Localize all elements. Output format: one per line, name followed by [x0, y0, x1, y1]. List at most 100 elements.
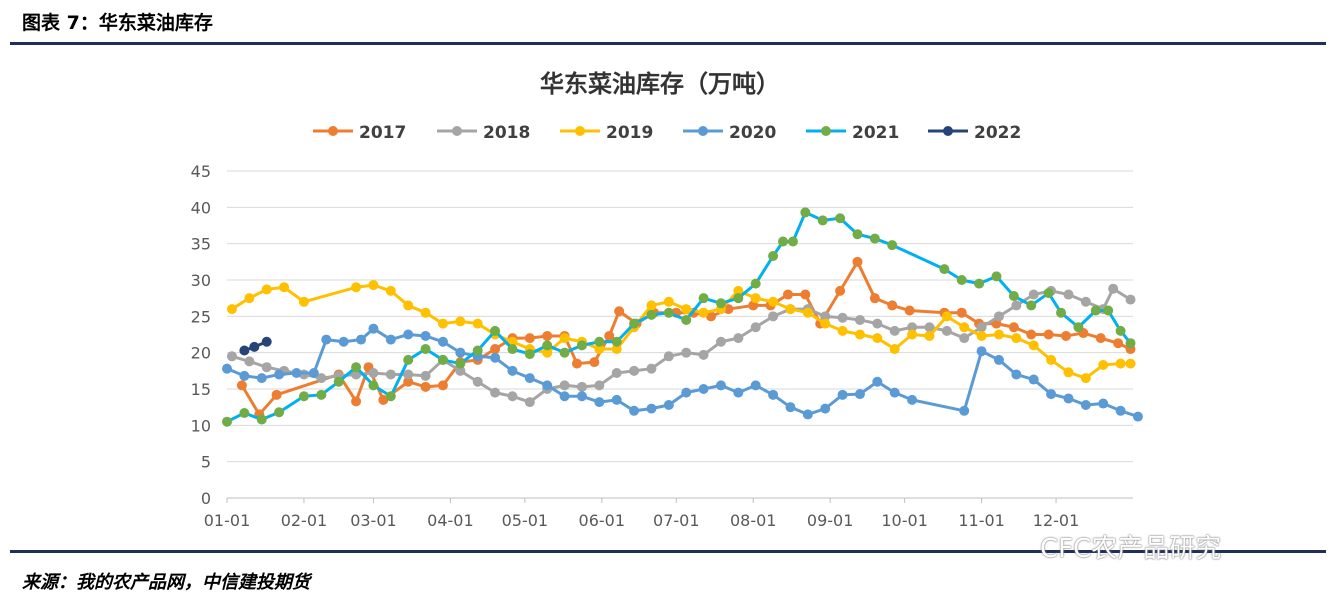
data-point	[351, 362, 362, 373]
data-point	[559, 380, 570, 391]
data-point	[837, 389, 848, 400]
data-point	[559, 333, 570, 344]
data-point	[1103, 305, 1114, 316]
data-point	[420, 344, 431, 355]
data-point	[611, 368, 622, 379]
y-tick-label: 35	[191, 235, 211, 254]
data-point	[1011, 300, 1022, 311]
data-point	[236, 380, 247, 391]
data-point	[559, 391, 570, 402]
data-point	[472, 345, 483, 356]
data-point	[490, 387, 501, 398]
data-point	[1026, 300, 1037, 311]
data-point	[1028, 340, 1039, 351]
data-point	[611, 344, 622, 355]
data-point	[338, 336, 349, 347]
data-point	[681, 314, 692, 325]
data-point	[368, 323, 379, 334]
data-point	[244, 293, 255, 304]
data-point	[403, 354, 414, 365]
legend-item-2022: 2022	[928, 123, 1021, 143]
data-point	[351, 282, 362, 293]
legend-label: 2017	[359, 123, 406, 143]
x-tick-label: 03-01	[350, 511, 397, 530]
x-tick-label: 04-01	[427, 511, 474, 530]
data-point	[681, 387, 692, 398]
data-point	[239, 345, 250, 356]
data-point	[589, 357, 600, 368]
legend-label: 2020	[729, 123, 776, 143]
data-point	[1028, 289, 1039, 300]
data-point	[993, 354, 1004, 365]
series-2022	[239, 336, 272, 356]
data-point	[629, 405, 640, 416]
source-note: 来源：我的农产品网，中信建投期货	[22, 572, 310, 593]
data-point	[1090, 305, 1101, 316]
data-point	[723, 304, 734, 315]
data-point	[956, 275, 967, 285]
data-point	[1063, 393, 1074, 404]
data-point	[837, 325, 848, 336]
data-point	[976, 346, 987, 357]
data-point	[239, 370, 250, 381]
data-point	[274, 369, 285, 380]
y-tick-label: 25	[191, 307, 211, 326]
data-point	[715, 380, 726, 391]
data-point	[604, 330, 615, 341]
data-point	[733, 333, 744, 344]
data-point	[1056, 307, 1067, 318]
data-point	[490, 344, 501, 355]
data-point	[1098, 398, 1109, 409]
data-point	[1125, 294, 1136, 305]
data-point	[1026, 329, 1037, 340]
data-point	[1080, 399, 1091, 410]
data-point	[889, 344, 900, 355]
data-point	[1115, 405, 1126, 416]
data-point	[854, 314, 865, 325]
legend: 2017 2018 2019 2020 2021 2022	[313, 123, 1021, 143]
legend-item-2017: 2017	[313, 123, 406, 143]
data-point	[420, 307, 431, 318]
data-point	[576, 391, 587, 402]
data-point	[924, 322, 935, 333]
data-point	[455, 358, 466, 369]
data-point	[1046, 389, 1057, 400]
data-point	[1011, 369, 1022, 380]
data-point	[226, 304, 237, 315]
data-point	[750, 293, 761, 304]
data-point	[420, 381, 431, 392]
data-point	[646, 309, 657, 320]
legend-item-2018: 2018	[437, 123, 530, 143]
data-point	[455, 316, 466, 327]
y-tick-label: 5	[201, 453, 211, 472]
data-point	[768, 296, 779, 307]
data-point	[1132, 411, 1143, 422]
data-point	[351, 396, 362, 407]
data-point	[629, 365, 640, 376]
data-point	[800, 207, 811, 218]
data-point	[646, 363, 657, 374]
data-point	[576, 340, 587, 351]
data-point	[837, 312, 848, 323]
data-point	[437, 318, 448, 329]
legend-marker	[821, 126, 831, 136]
data-point	[1095, 333, 1106, 344]
data-point	[681, 304, 692, 315]
legend-item-2020: 2020	[683, 123, 776, 143]
data-point	[437, 380, 448, 391]
data-point	[887, 240, 898, 251]
data-point	[385, 334, 396, 345]
data-point	[368, 380, 379, 391]
data-point	[222, 416, 232, 427]
data-point	[817, 215, 828, 226]
data-point	[385, 369, 396, 380]
data-point	[706, 311, 717, 322]
data-point	[1011, 333, 1022, 344]
data-point	[222, 363, 232, 374]
data-point	[420, 330, 431, 341]
data-point	[787, 236, 798, 247]
data-point	[1063, 289, 1074, 300]
data-point	[256, 414, 267, 425]
data-point	[507, 391, 518, 402]
data-point	[698, 307, 709, 318]
